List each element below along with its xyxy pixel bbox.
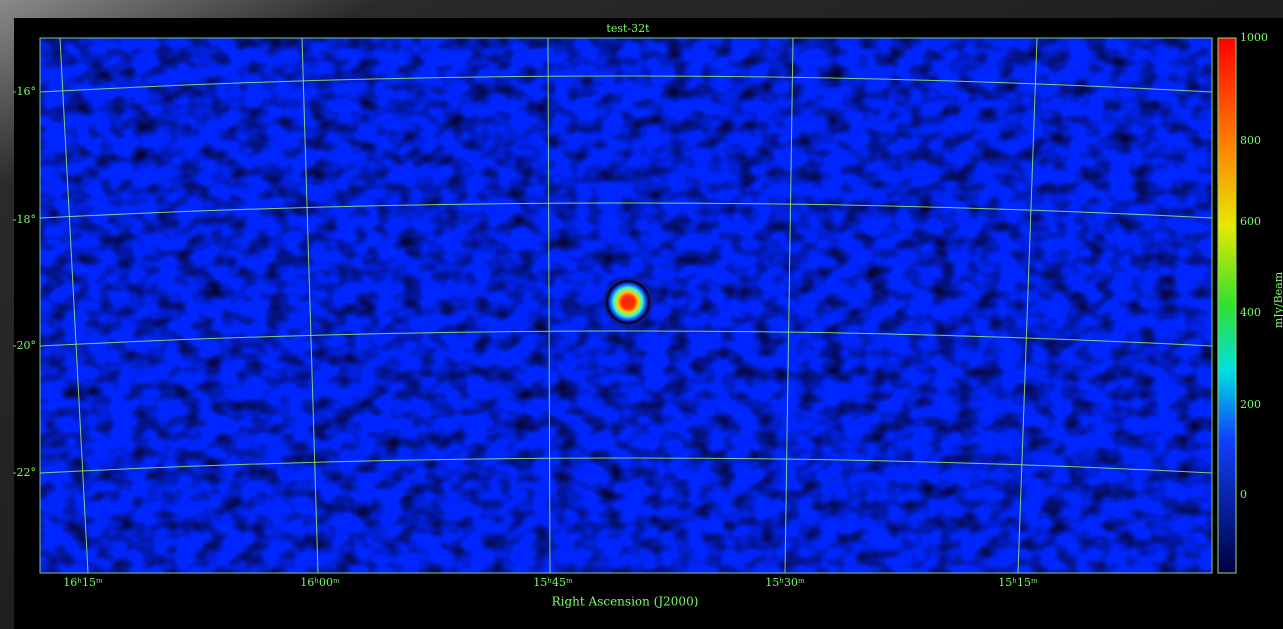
x-tick-label: 15ʰ15ᵐ [998,576,1038,589]
source [602,276,654,328]
x-tick-label: 15ʰ30ᵐ [765,576,805,589]
y-tick-label: -18° [13,213,36,226]
colorbar-tick-label: 400 [1240,306,1261,319]
colorbar-tick-label: 1000 [1240,31,1268,44]
page: test-32t 16ʰ15ᵐ 16ʰ00ᵐ 15ʰ45ᵐ 15ʰ30ᵐ 15ʰ… [0,0,1283,629]
x-tick-label: 16ʰ00ᵐ [300,576,340,589]
colorbar [1218,38,1236,573]
y-tick-label: -20° [13,339,36,352]
colorbar-tick-label: 800 [1240,134,1261,147]
colorbar-tick-label: 0 [1240,488,1247,501]
screen: test-32t 16ʰ15ᵐ 16ʰ00ᵐ 15ʰ45ᵐ 15ʰ30ᵐ 15ʰ… [0,0,1283,629]
y-tick-label: -16° [13,85,36,98]
colorbar-label: mJy/Beam [1272,271,1283,328]
x-axis-label: Right Ascension (J2000) [552,595,699,609]
colorbar-tick-label: 600 [1240,215,1261,228]
x-tick-label: 15ʰ45ᵐ [533,576,573,589]
title: test-32t [606,22,650,35]
y-tick-label: -22° [13,466,36,479]
colorbar-tick-label: 200 [1240,398,1261,411]
x-tick-label: 16ʰ15ᵐ [63,576,103,589]
